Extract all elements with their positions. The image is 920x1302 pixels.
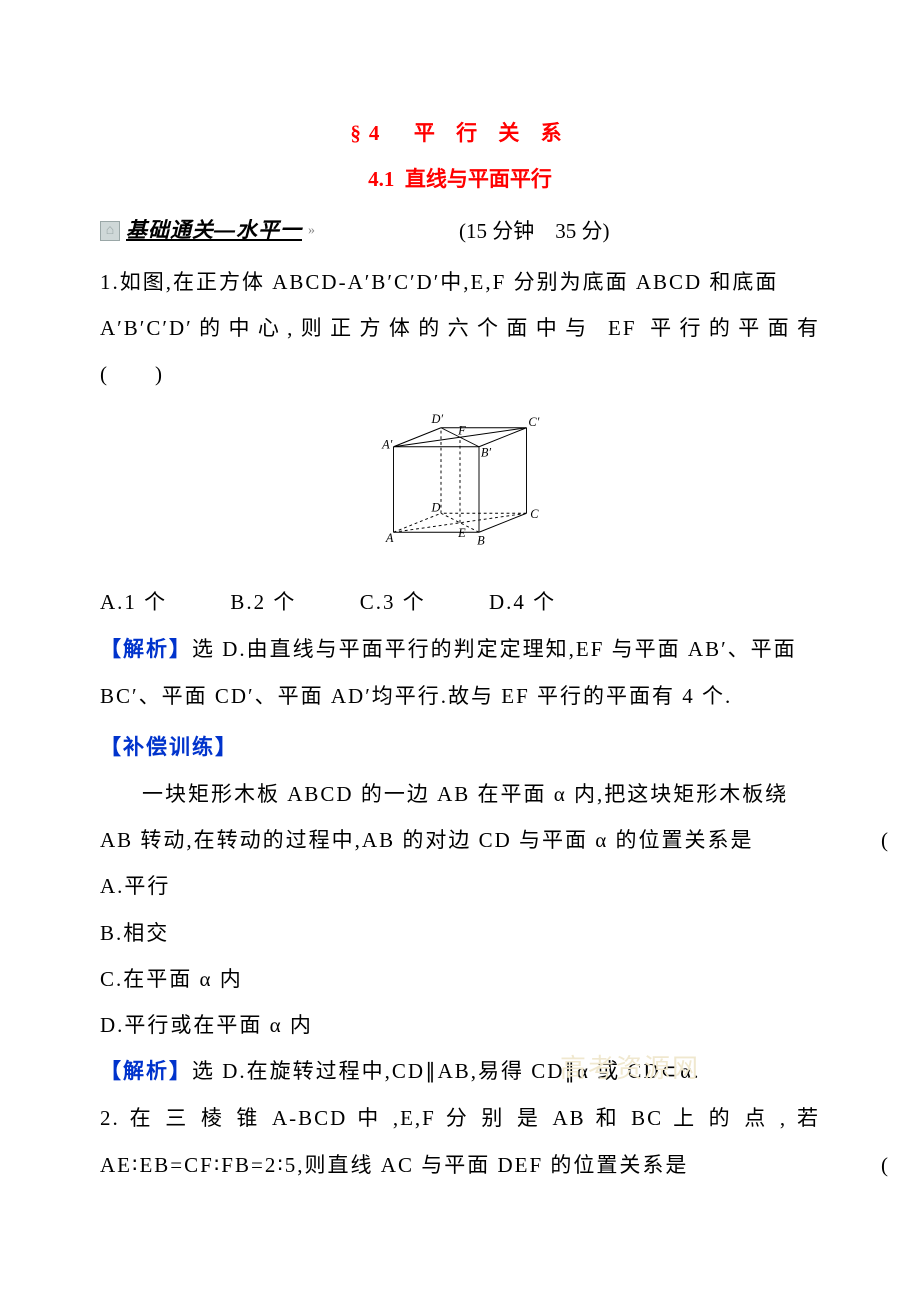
svg-text:D: D (431, 500, 441, 514)
section-label: 基础通关—水平一 (126, 208, 302, 254)
q1-analysis-line2: BC′、平面 CD′、平面 AD′均平行.故与 EF 平行的平面有 4 个. (100, 673, 820, 719)
supp-paren: ( (881, 817, 890, 863)
supp-option-a: A.平行 (100, 863, 820, 909)
section-name: 平 行 关 系 (414, 121, 570, 145)
q2-stem-line2: AE∶EB=CF∶FB=2∶5,则直线 AC 与平面 DEF 的位置关系是 ( (100, 1142, 820, 1188)
q1-analysis-line1: 【解析】选 D.由直线与平面平行的判定定理知,EF 与平面 AB′、平面 (100, 626, 820, 673)
svg-text:B′: B′ (481, 445, 492, 459)
supp-analysis-text: 选 D.在旋转过程中,CD∥AB,易得 CD∥α 或 CD⊂α. (192, 1059, 700, 1083)
q1-option-d: D.4 个 (489, 579, 556, 625)
svg-text:F: F (457, 424, 466, 438)
svg-text:D′: D′ (431, 412, 444, 426)
supp-option-b: B.相交 (100, 910, 820, 956)
section-number: §4 (350, 121, 387, 145)
supp-stem-line2: AB 转动,在转动的过程中,AB 的对边 CD 与平面 α 的位置关系是 ( (100, 817, 820, 863)
q1-figure: A B C D A′ B′ C′ D′ E F (100, 405, 820, 571)
supp-option-c: C.在平面 α 内 (100, 956, 820, 1002)
svg-text:C′: C′ (528, 415, 539, 429)
q2-paren: ( (881, 1142, 890, 1188)
subsection-name: 直线与平面平行 (405, 167, 552, 191)
svg-text:A: A (385, 531, 394, 545)
bulb-icon: ⌂ (100, 221, 120, 241)
section-header: ⌂ 基础通关—水平一 » (15 分钟 35 分) (100, 208, 820, 254)
svg-text:E: E (457, 526, 466, 540)
cube-diagram: A B C D A′ B′ C′ D′ E F (365, 405, 555, 555)
supp-stem-line1: 一块矩形木板 ABCD 的一边 AB 在平面 α 内,把这块矩形木板绕 (100, 771, 820, 817)
q1-analysis-text1: 选 D.由直线与平面平行的判定定理知,EF 与平面 AB′、平面 (192, 637, 797, 661)
q2-stem-line1: 2. 在 三 棱 锥 A-BCD 中 ,E,F 分 别 是 AB 和 BC 上 … (100, 1095, 820, 1141)
supp-option-d: D.平行或在平面 α 内 (100, 1002, 820, 1048)
time-allotment: (15 分钟 35 分) (459, 208, 610, 254)
supp-analysis: 【解析】选 D.在旋转过程中,CD∥AB,易得 CD∥α 或 CD⊂α. (100, 1048, 820, 1095)
q1-stem-line2: A′B′C′D′的中心,则正方体的六个面中与 EF 平行的平面有 (100, 305, 820, 351)
svg-text:C: C (530, 507, 539, 521)
q1-option-b: B.2 个 (230, 579, 296, 625)
supplementary-label: 【补偿训练】 (100, 725, 820, 771)
supp-stem-text2: AB 转动,在转动的过程中,AB 的对边 CD 与平面 α 的位置关系是 (100, 828, 754, 852)
q1-options: A.1 个 B.2 个 C.3 个 D.4 个 (100, 579, 820, 625)
analysis-label: 【解析】 (100, 638, 192, 661)
chevron-right-icon: » (308, 216, 313, 247)
subsection-number: 4.1 (368, 167, 394, 191)
svg-text:B: B (477, 534, 485, 548)
q1-option-c: C.3 个 (360, 579, 426, 625)
svg-text:A′: A′ (381, 438, 393, 452)
analysis-label: 【解析】 (100, 1060, 192, 1083)
q2-stem-text2: AE∶EB=CF∶FB=2∶5,则直线 AC 与平面 DEF 的位置关系是 (100, 1153, 688, 1177)
q1-stem-line1: 1.如图,在正方体 ABCD-A′B′C′D′中,E,F 分别为底面 ABCD … (100, 259, 820, 305)
q1-option-a: A.1 个 (100, 579, 167, 625)
q1-paren: ( ) (100, 351, 820, 397)
